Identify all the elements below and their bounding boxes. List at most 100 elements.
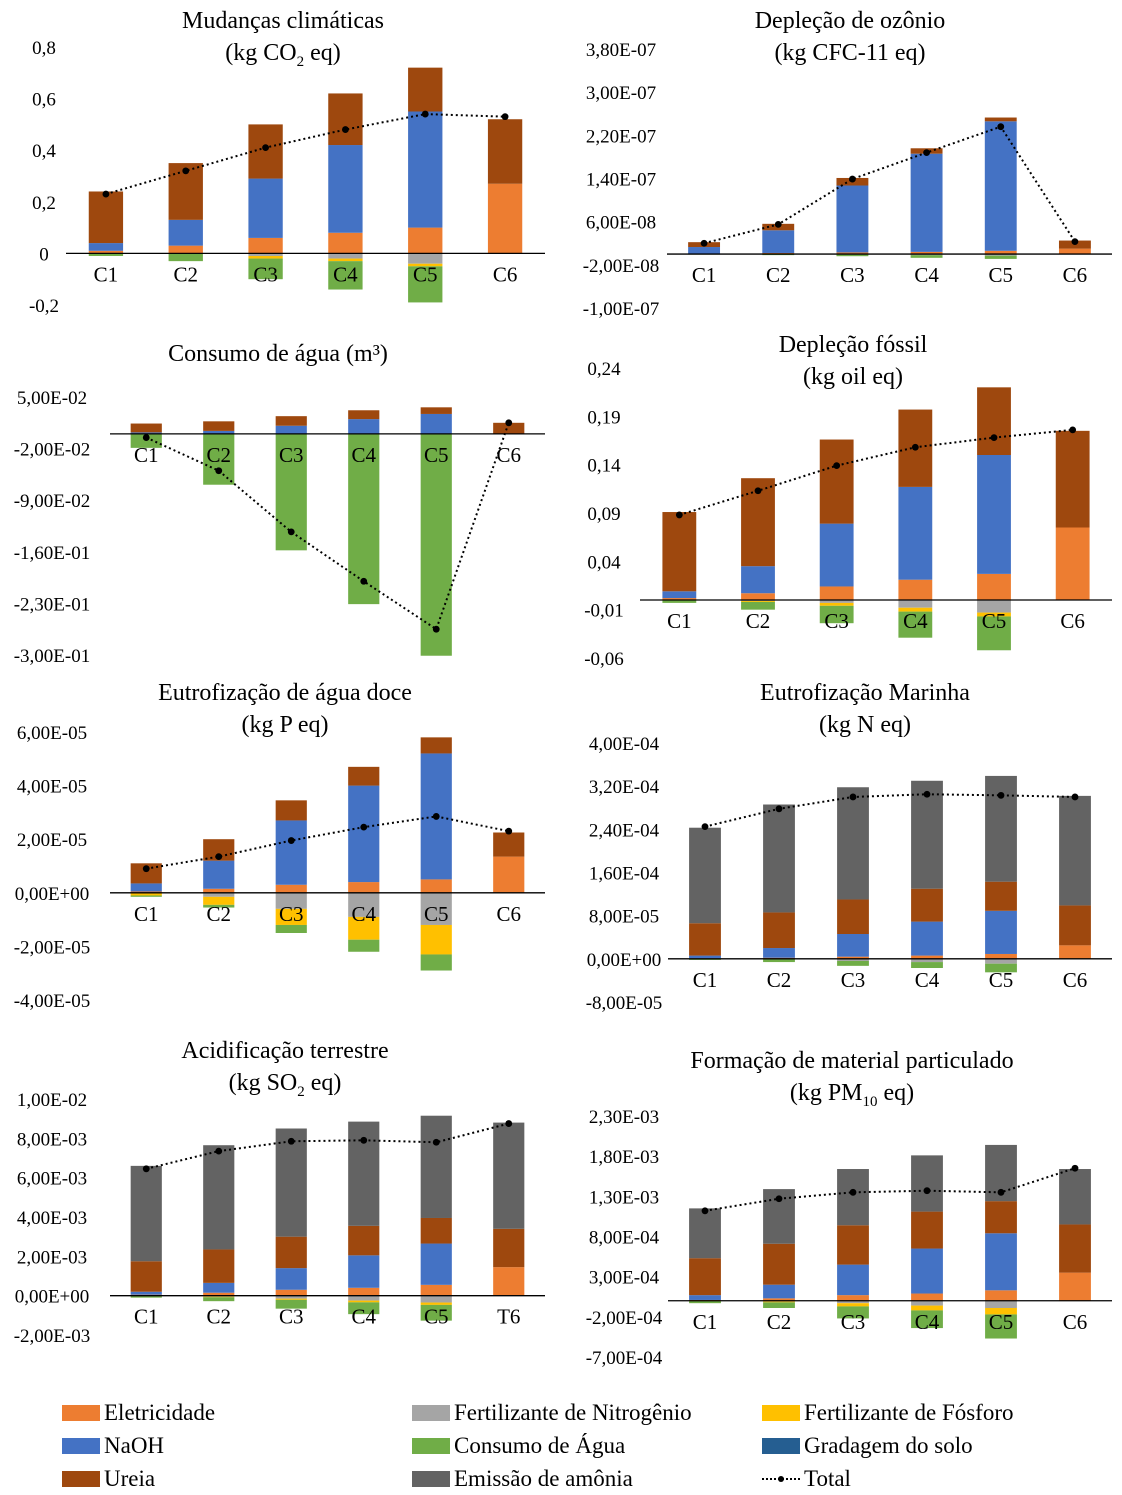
bar-eletricidade	[348, 882, 380, 893]
y-tick-label: 4,00E-03	[17, 1208, 87, 1229]
bar-naoh	[130, 1291, 162, 1295]
bar-fert_n	[985, 958, 1017, 964]
bar-fert_n	[911, 958, 943, 963]
bar-fert_n	[911, 1300, 943, 1306]
category-label: C4	[351, 1305, 376, 1329]
bar-ureia	[420, 737, 452, 754]
chart-title: Consumo de água (m³)	[168, 341, 388, 367]
category-label: C1	[667, 609, 692, 633]
total-point	[215, 853, 223, 861]
total-line	[146, 1122, 509, 1170]
legend-label-gradagem: Gradagem do solo	[804, 1433, 973, 1458]
bar-fert_p	[203, 1296, 235, 1298]
bar-naoh	[420, 1243, 452, 1285]
total-point	[287, 837, 295, 844]
y-tick-label: 0,04	[587, 552, 621, 573]
bar-amonia	[203, 1145, 235, 1250]
chart-subtitle: (kg SO2 eq)	[229, 1070, 342, 1100]
total-point	[342, 126, 349, 133]
legend-swatch-gradagem	[762, 1438, 800, 1454]
bar-amonia	[837, 1169, 869, 1226]
category-label: C4	[351, 902, 376, 926]
total-line	[105, 113, 506, 196]
chart-subtitle-part: (kg oil eq)	[803, 364, 903, 390]
category-label: C1	[134, 1305, 159, 1329]
bar-ureia	[348, 410, 380, 420]
y-tick-label: 3,80E-07	[586, 40, 656, 61]
bar-naoh	[763, 948, 795, 958]
bar-fert_p	[911, 1305, 943, 1311]
legend-swatch-total	[762, 1471, 800, 1487]
bar-fert_n	[837, 1300, 869, 1304]
category-label: C2	[173, 262, 198, 286]
total-point	[142, 434, 150, 441]
y-tick-label: 0,2	[32, 193, 56, 214]
category-label: C1	[134, 443, 159, 467]
bar-eletricidade	[420, 879, 452, 893]
bar-amonia	[911, 1155, 943, 1212]
legend: Eletricidade Fertilizante de Nitrogênio …	[0, 1398, 1122, 1495]
bar-agua	[420, 433, 452, 656]
bar-eletricidade	[487, 183, 523, 254]
bar-naoh	[985, 1233, 1017, 1291]
bar-agua	[420, 1304, 452, 1321]
bar-naoh	[763, 1284, 795, 1299]
y-tick-label: 3,20E-04	[589, 777, 660, 798]
category-label: C3	[279, 902, 304, 926]
chart-subtitle-part: (kg CFC-11 eq)	[774, 40, 925, 66]
total-point	[142, 1165, 150, 1173]
chart-subtitle-part: (kg SO	[229, 1070, 298, 1096]
bar-agua	[763, 959, 795, 963]
bar-ureia	[985, 881, 1017, 911]
bar-fert_n	[348, 1295, 380, 1301]
bar-ureia	[662, 512, 697, 592]
bar-naoh	[420, 413, 452, 434]
total-point	[923, 790, 931, 798]
legend-item-fert-p: Fertilizante de Fósforo	[762, 1400, 1014, 1426]
bar-ureia	[837, 1225, 869, 1265]
chart-subtitle-part: eq)	[305, 1070, 342, 1096]
legend-item-naoh: NaOH	[62, 1433, 164, 1459]
chart-title: Depleção fóssil	[779, 332, 928, 358]
y-tick-label: 1,30E-03	[589, 1187, 659, 1208]
chart-subtitle-part: 2	[297, 1084, 305, 1100]
chart-panel-3: Consumo de água (m³) -3,00E-01 -2,30E-01 -1…	[14, 341, 545, 667]
total-point	[1069, 426, 1077, 434]
y-tick-label: -2,00E-04	[586, 1308, 663, 1329]
category-label: C5	[424, 443, 449, 467]
total-point	[142, 865, 150, 873]
chart-subtitle-part: eq)	[304, 40, 341, 66]
category-label: C1	[94, 262, 119, 286]
bar-fert_p	[275, 908, 307, 925]
legend-swatch-eletricidade	[62, 1405, 100, 1421]
bar-fert_p	[275, 1298, 307, 1300]
bar-naoh	[348, 419, 380, 434]
bar-fert_n	[348, 892, 380, 917]
bar-eletricidade	[1058, 248, 1091, 255]
bar-ureia	[275, 416, 307, 426]
y-tick-label: 0,09	[587, 504, 620, 525]
total-point	[215, 467, 223, 475]
chart-subtitle-part: 10	[863, 1094, 878, 1110]
bar-naoh	[168, 219, 203, 246]
category-label: C4	[903, 609, 928, 633]
legend-label-amonia: Emissão de amônia	[454, 1466, 633, 1491]
bar-agua	[984, 255, 1017, 259]
total-point	[911, 443, 919, 451]
total-point	[432, 1138, 440, 1146]
bar-ureia	[819, 439, 854, 524]
bar-eletricidade	[910, 251, 943, 255]
total-point	[833, 462, 841, 470]
y-tick-label: 1,80E-03	[589, 1147, 659, 1168]
y-tick-label: 0,24	[587, 359, 621, 380]
bar-fert_p	[837, 1303, 869, 1307]
bar-agua	[420, 954, 452, 971]
bar-agua	[910, 255, 943, 258]
category-label: C3	[841, 1310, 866, 1334]
bar-ureia	[911, 1211, 943, 1249]
bar-eletricidade	[836, 252, 869, 255]
y-tick-label: 8,00E-05	[589, 907, 659, 928]
y-tick-label: -4,00E-05	[14, 991, 91, 1012]
bar-agua	[203, 1297, 235, 1302]
total-point	[182, 167, 190, 175]
